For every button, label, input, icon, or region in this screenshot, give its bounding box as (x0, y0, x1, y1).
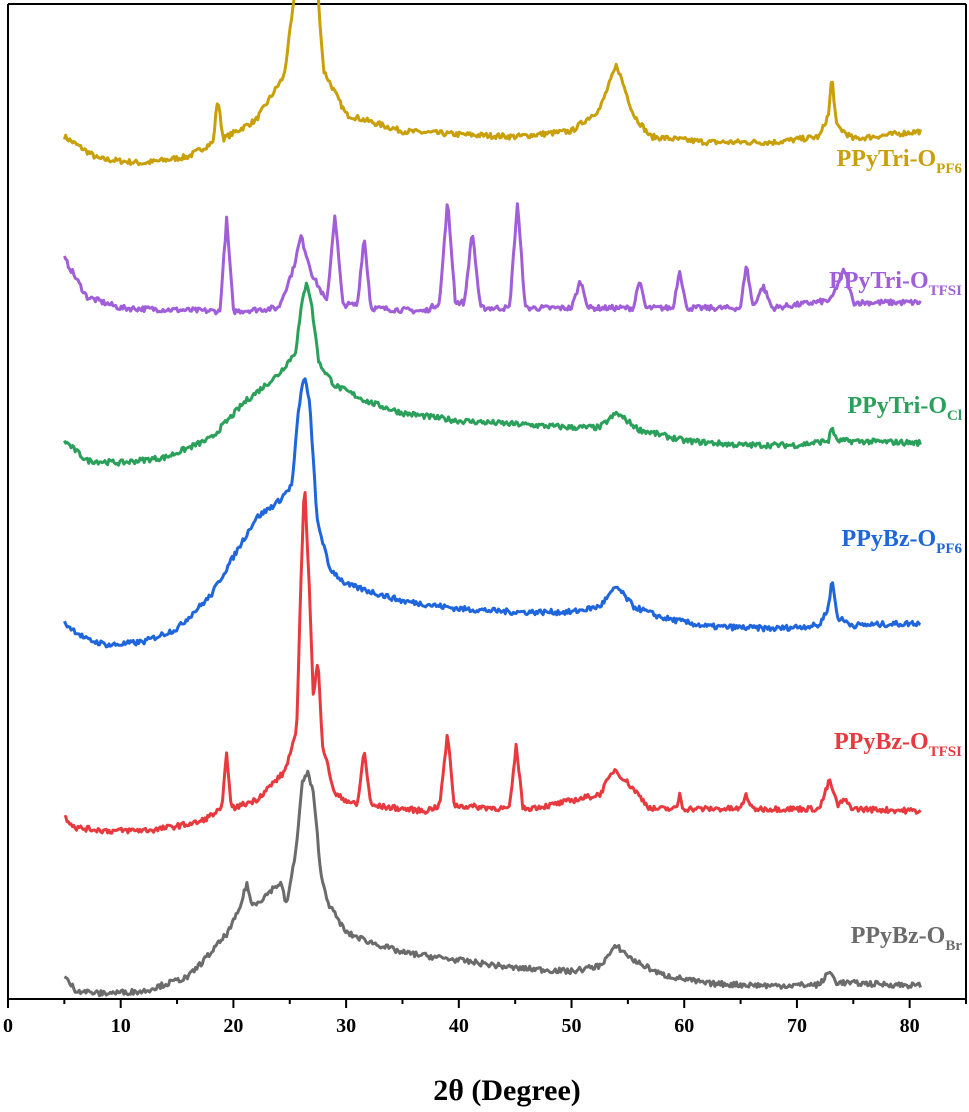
series-line-2 (63, 281, 922, 467)
series-label-name: PPyBz-O (834, 729, 929, 755)
series-line-4 (63, 491, 922, 835)
x-tick-label: 50 (562, 1015, 582, 1037)
series-label-3: PPyBz-OPF6 (842, 526, 963, 557)
series-line-5 (63, 769, 922, 998)
series-line-3 (63, 377, 922, 649)
series-label-subscript: Cl (947, 408, 962, 424)
series-label-name: PPyTri-O (837, 146, 937, 172)
series-label-5: PPyBz-OBr (851, 923, 963, 954)
x-tick-label: 20 (223, 1015, 243, 1037)
series-label-2: PPyTri-OCl (847, 393, 962, 424)
series-label-subscript: TFSI (929, 744, 963, 760)
series-label-4: PPyBz-OTFSI (834, 729, 962, 760)
series-label-name: PPyBz-O (851, 923, 946, 949)
x-tick-label: 0 (3, 1015, 13, 1037)
series-label-name: PPyTri-O (847, 393, 947, 419)
series-line-0 (62, 0, 922, 167)
x-axis-ticks: 0 10 20 30 40 50 60 70 80 (3, 999, 967, 1037)
series-label-name: PPyBz-O (842, 526, 937, 552)
series-line-1 (63, 202, 922, 316)
x-axis-title: 2θ (Degree) (433, 1074, 581, 1107)
x-tick-label: 30 (336, 1015, 356, 1037)
x-tick-label: 60 (674, 1015, 694, 1037)
series-label-subscript: PF6 (936, 541, 962, 557)
x-tick-label: 10 (111, 1015, 131, 1037)
series-label-subscript: TFSI (929, 283, 963, 299)
series-lines (62, 0, 922, 998)
series-labels: PPyTri-OPF6PPyTri-OTFSIPPyTri-OClPPyBz-O… (829, 146, 962, 954)
plot-frame (7, 3, 967, 1000)
series-label-0: PPyTri-OPF6 (837, 146, 963, 177)
x-tick-label: 70 (787, 1015, 807, 1037)
x-tick-label: 80 (900, 1015, 920, 1037)
x-tick-label: 40 (449, 1015, 469, 1037)
series-label-1: PPyTri-OTFSI (829, 268, 962, 299)
series-label-name: PPyTri-O (829, 268, 929, 294)
series-label-subscript: Br (945, 938, 962, 954)
series-label-subscript: PF6 (936, 161, 962, 177)
